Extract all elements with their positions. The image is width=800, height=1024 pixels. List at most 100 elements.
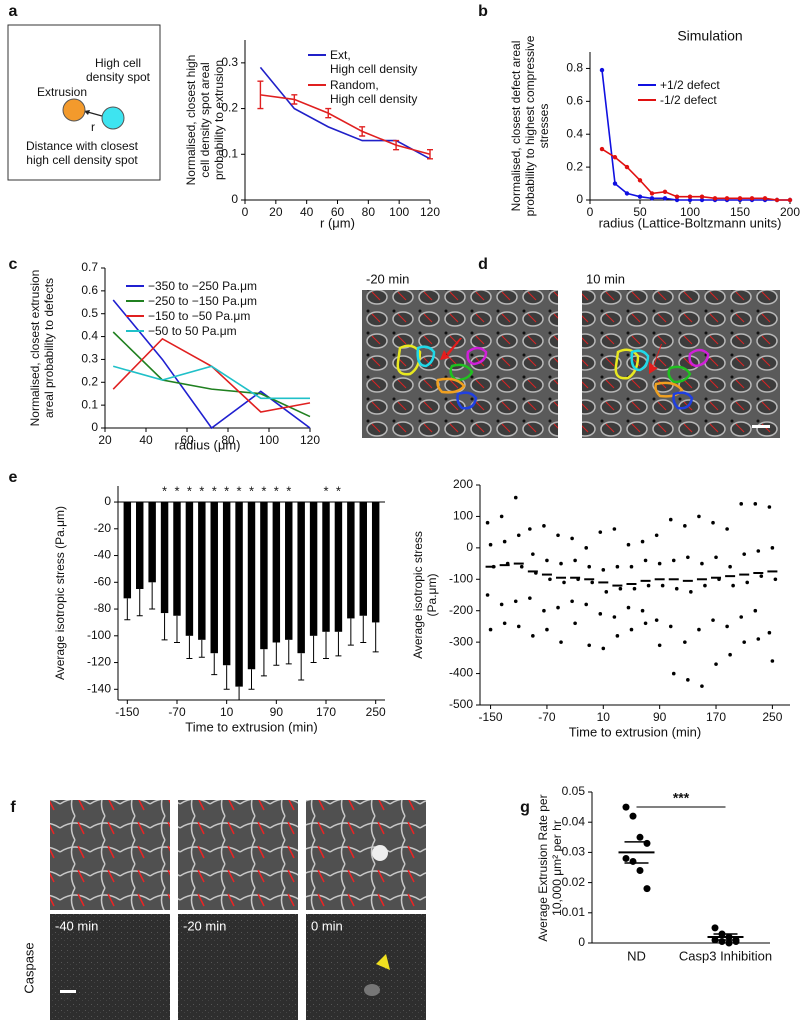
error-bar (161, 613, 168, 641)
point (615, 564, 620, 569)
legend-label: −250 to −150 Pa.μm (148, 294, 257, 308)
significance: * (249, 483, 254, 498)
legend-label: −350 to −250 Pa.μm (148, 279, 257, 293)
bar (371, 502, 380, 623)
point (753, 608, 758, 613)
series-line (601, 69, 790, 201)
point (590, 580, 595, 585)
series-line (112, 365, 310, 400)
error-bar (173, 615, 180, 643)
point (643, 839, 651, 847)
point (573, 621, 577, 626)
point (629, 857, 637, 865)
y-tick-label: 0.1 (221, 146, 238, 160)
y-tick-label: 0.03 (562, 845, 586, 859)
y-tick-label: 0.7 (81, 260, 98, 274)
x-tick-label: 80 (221, 433, 235, 447)
point (657, 561, 662, 566)
error-bar (347, 618, 354, 646)
y-tick-label: 0 (91, 420, 98, 434)
point (745, 580, 750, 585)
bar (309, 502, 318, 636)
point (629, 812, 637, 820)
bar (210, 502, 218, 654)
point (657, 643, 662, 648)
y-tick-label: -80 (94, 601, 112, 615)
point (615, 634, 620, 638)
point (622, 854, 630, 862)
x-tick-label: 0 (587, 205, 594, 219)
panel-label: a (8, 3, 18, 20)
x-tick-label: 100 (680, 205, 700, 219)
bar (297, 502, 305, 654)
point (485, 593, 490, 597)
bar (260, 502, 268, 650)
point (646, 583, 651, 588)
point (756, 549, 761, 553)
point (649, 196, 655, 201)
point (499, 514, 504, 519)
point (612, 181, 618, 186)
point (686, 678, 690, 682)
error-bar (285, 639, 292, 665)
significance: * (274, 483, 279, 498)
point (598, 612, 603, 616)
y-tick-label: -100 (449, 571, 473, 585)
point (687, 194, 693, 199)
error-bar (325, 107, 332, 119)
y-axis-label: Normalised, closest defect areal probabi… (509, 35, 551, 217)
point (622, 803, 630, 811)
point (662, 196, 668, 201)
y-tick-label: 0.04 (562, 814, 586, 828)
micrograph (50, 914, 170, 1020)
y-tick-label: 0.4 (81, 329, 98, 343)
point (636, 867, 644, 875)
x-tick-label: 10 (597, 710, 611, 724)
point (626, 605, 631, 610)
chart-title: Simulation (677, 28, 742, 44)
legend-label: Ext, High cell density (330, 48, 418, 76)
y-tick-label: 0.2 (81, 374, 98, 388)
point (700, 684, 704, 688)
point (749, 196, 755, 201)
panel-label: f (10, 799, 16, 816)
significance: * (187, 483, 192, 498)
error-bar (211, 653, 218, 676)
point (488, 542, 493, 547)
point (725, 527, 729, 531)
bar (272, 502, 281, 643)
y-tick-label: 0.8 (566, 61, 583, 75)
bar (347, 502, 355, 619)
point (671, 558, 676, 563)
point (674, 586, 679, 591)
point (711, 924, 719, 932)
extrusion-circle (62, 98, 86, 122)
x-tick-label: -70 (538, 710, 556, 724)
point (519, 564, 524, 569)
error-bar (298, 653, 305, 681)
x-axis-label: r (μm) (320, 215, 355, 230)
point (573, 558, 577, 563)
point (562, 580, 566, 585)
point (587, 643, 592, 648)
y-tick-label: 0 (231, 192, 238, 206)
point (545, 627, 549, 632)
image-label: -20 min (366, 271, 409, 286)
caspase-signal (364, 984, 380, 996)
point (671, 671, 676, 676)
bar (160, 502, 169, 614)
panel-label: b (478, 3, 488, 20)
bar (173, 502, 181, 616)
y-tick-label: 0 (104, 494, 111, 508)
point (637, 194, 643, 199)
point (753, 502, 758, 506)
y-axis-label: Average isotropic stress (Pa.μm) (53, 505, 67, 681)
micrograph (306, 800, 426, 910)
y-axis-label: Average isotropic stress (Pa.μm) (411, 531, 439, 659)
point (668, 517, 673, 522)
bar (185, 502, 194, 636)
y-tick-label: 0 (578, 935, 585, 949)
point (668, 624, 673, 629)
extruding-cell (372, 845, 388, 861)
